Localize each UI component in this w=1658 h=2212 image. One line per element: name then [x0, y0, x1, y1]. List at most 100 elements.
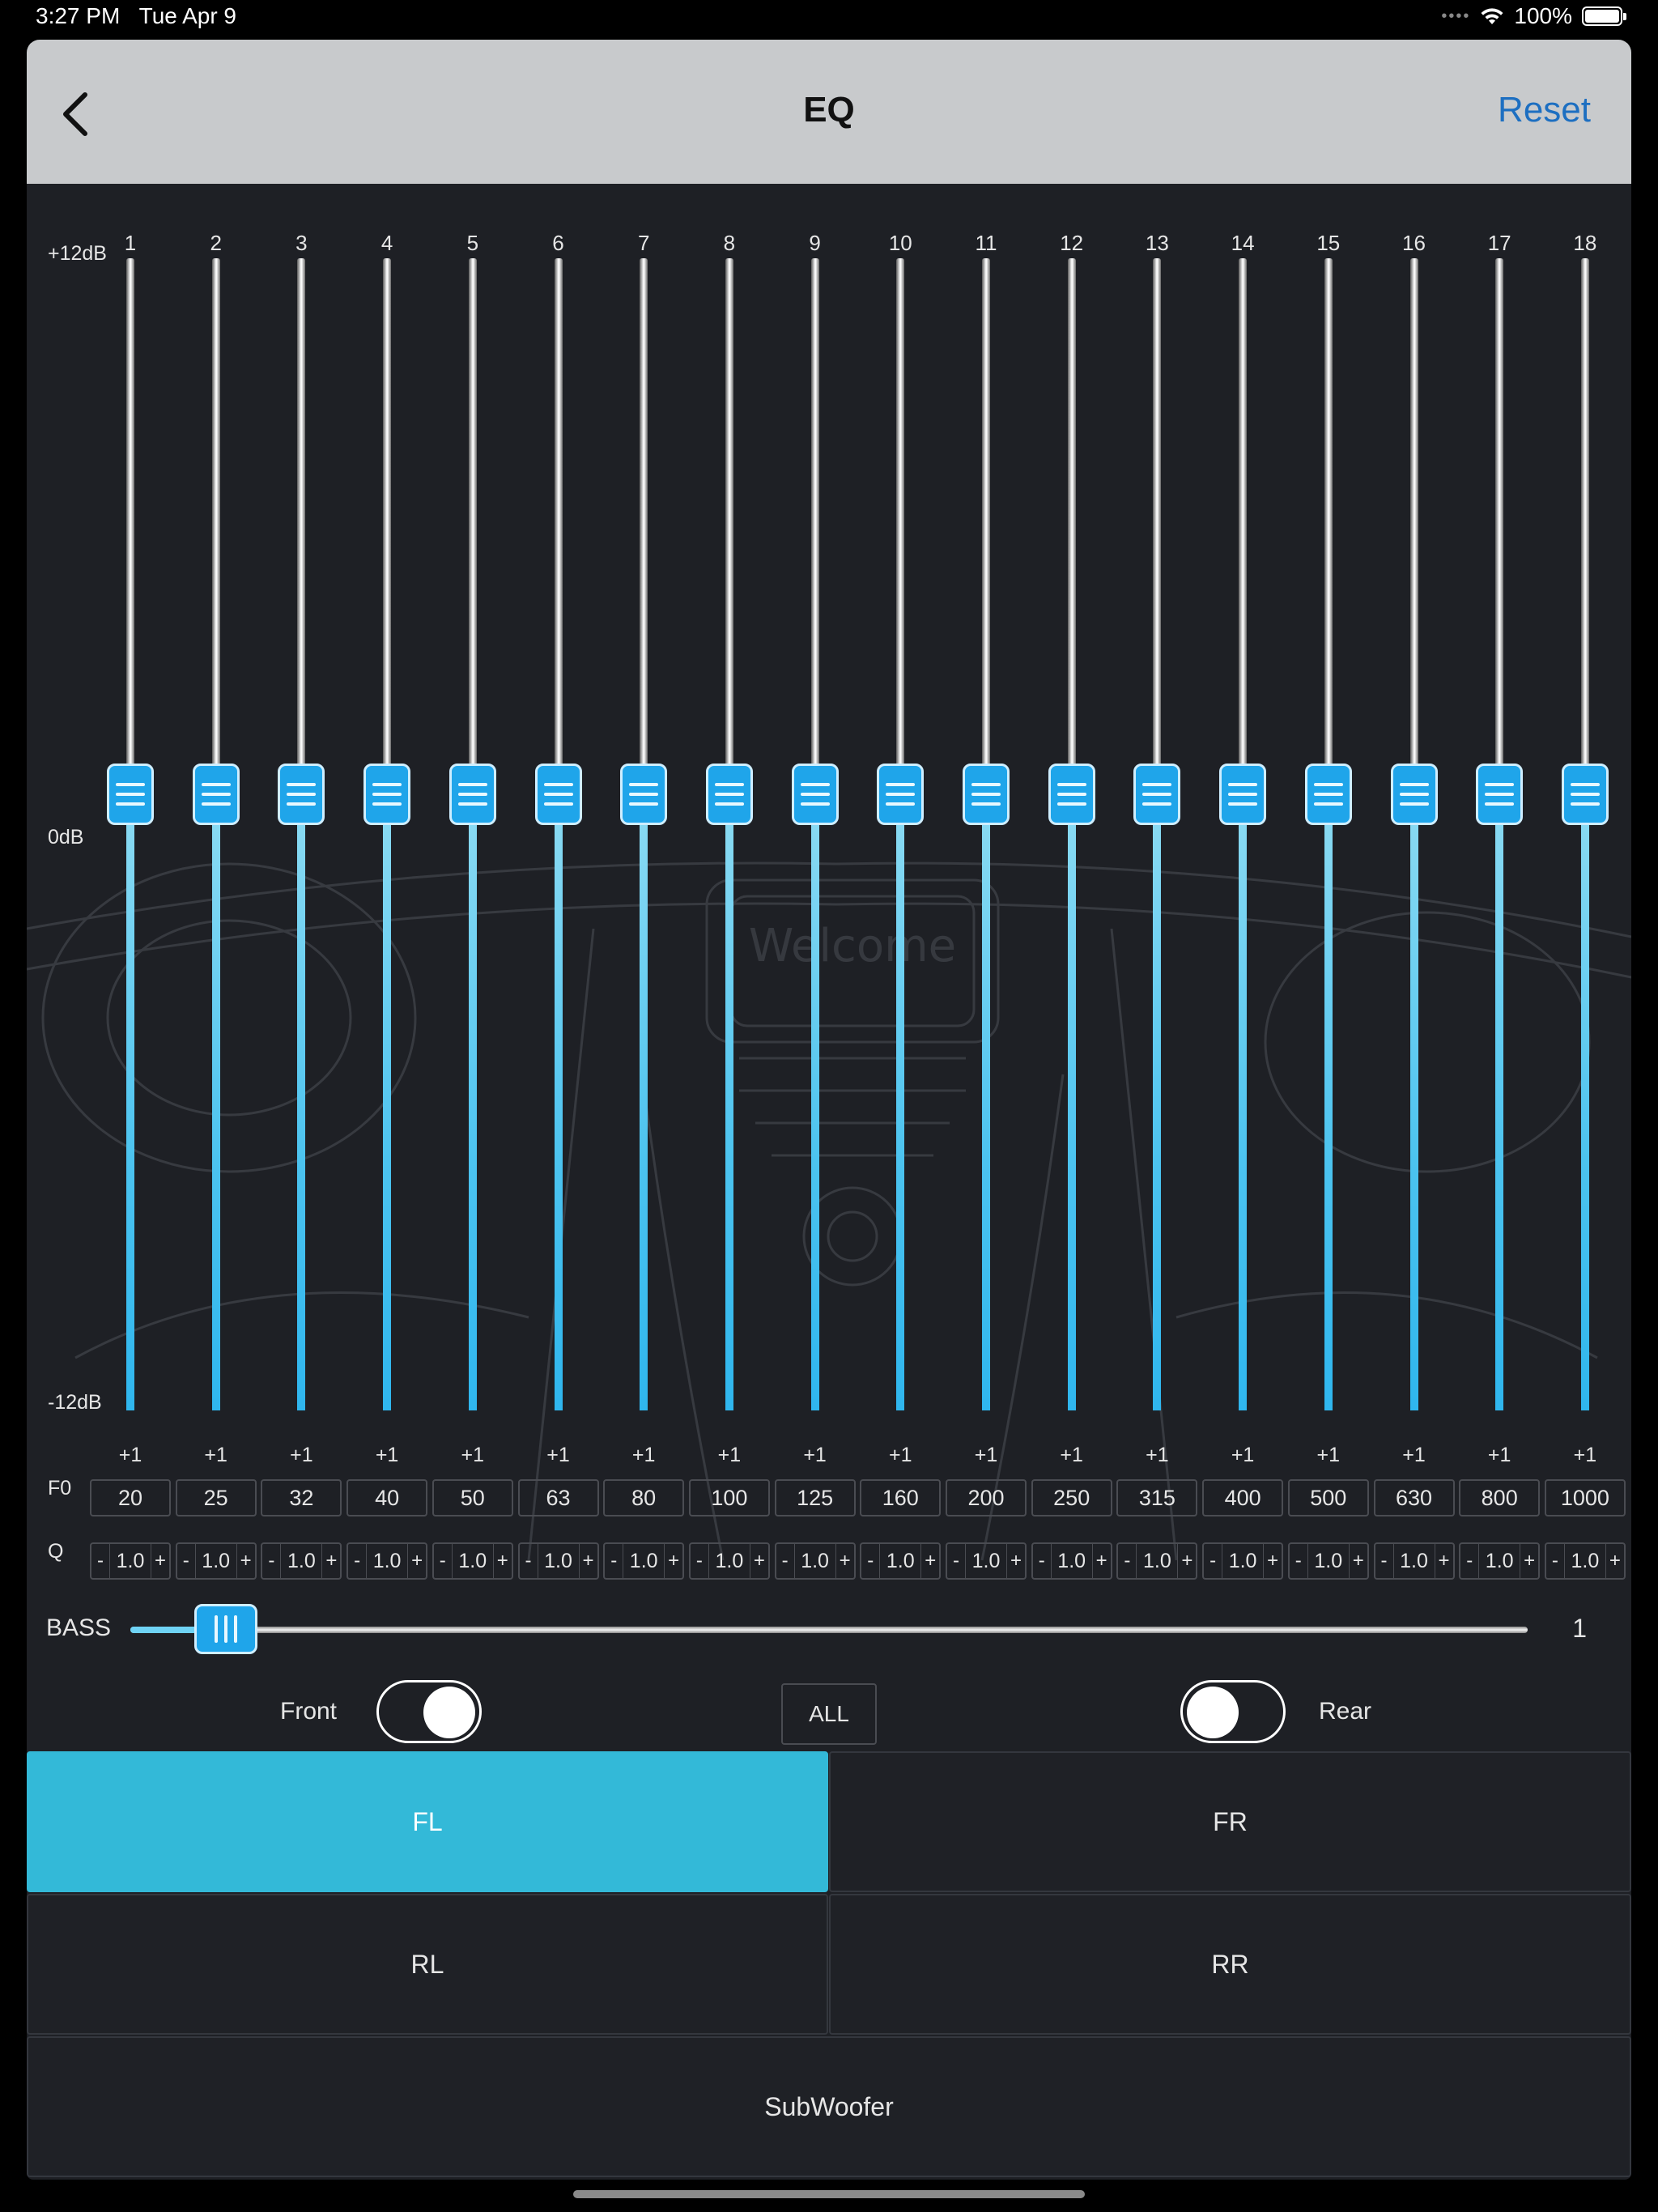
- bass-slider-thumb[interactable]: [194, 1604, 257, 1654]
- band-slider-track-lower[interactable]: [982, 785, 990, 1410]
- q-plus-button[interactable]: +: [1609, 1550, 1621, 1572]
- band-f0-field[interactable]: 40: [346, 1479, 428, 1516]
- band-slider-track-upper[interactable]: [383, 258, 392, 785]
- band-f0-field[interactable]: 63: [517, 1479, 599, 1516]
- band-f0-field[interactable]: 32: [261, 1479, 342, 1516]
- band-slider-track-upper[interactable]: [1239, 258, 1248, 785]
- band-f0-field[interactable]: 50: [432, 1479, 513, 1516]
- q-plus-button[interactable]: +: [668, 1550, 680, 1572]
- band-f0-field[interactable]: 200: [946, 1479, 1027, 1516]
- q-minus-button[interactable]: -: [97, 1550, 104, 1572]
- reset-button[interactable]: Reset: [1498, 90, 1591, 130]
- q-plus-button[interactable]: +: [925, 1550, 937, 1572]
- rear-toggle[interactable]: [1180, 1680, 1286, 1743]
- band-slider-thumb[interactable]: [192, 764, 240, 825]
- band-slider-track-upper[interactable]: [1324, 258, 1333, 785]
- band-f0-field[interactable]: 1000: [1544, 1479, 1626, 1516]
- band-slider-track-lower[interactable]: [1153, 785, 1162, 1410]
- q-plus-button[interactable]: +: [496, 1550, 508, 1572]
- channel-rl-button[interactable]: RL: [27, 1894, 828, 2035]
- band-f0-field[interactable]: 315: [1116, 1479, 1198, 1516]
- q-minus-button[interactable]: -: [354, 1550, 361, 1572]
- q-minus-button[interactable]: -: [1295, 1550, 1302, 1572]
- band-slider-track-upper[interactable]: [211, 258, 220, 785]
- band-slider-track-upper[interactable]: [1153, 258, 1162, 785]
- band-f0-field[interactable]: 20: [90, 1479, 171, 1516]
- band-slider-track-lower[interactable]: [1324, 785, 1333, 1410]
- band-slider-thumb[interactable]: [363, 764, 411, 825]
- band-f0-field[interactable]: 500: [1287, 1479, 1369, 1516]
- band-slider-track-upper[interactable]: [1067, 258, 1076, 785]
- q-plus-button[interactable]: +: [240, 1550, 252, 1572]
- band-slider-track-upper[interactable]: [554, 258, 563, 785]
- channel-subwoofer-button[interactable]: SubWoofer: [27, 2036, 1631, 2177]
- q-minus-button[interactable]: -: [781, 1550, 789, 1572]
- band-slider-track-lower[interactable]: [211, 785, 220, 1410]
- band-slider-thumb[interactable]: [1048, 764, 1095, 825]
- band-slider-track-lower[interactable]: [126, 785, 134, 1410]
- band-slider-track-lower[interactable]: [383, 785, 392, 1410]
- q-minus-button[interactable]: -: [1209, 1550, 1217, 1572]
- band-slider-track-lower[interactable]: [1067, 785, 1076, 1410]
- q-minus-button[interactable]: -: [439, 1550, 446, 1572]
- q-minus-button[interactable]: -: [1038, 1550, 1045, 1572]
- q-minus-button[interactable]: -: [268, 1550, 275, 1572]
- band-slider-track-upper[interactable]: [896, 258, 905, 785]
- band-slider-thumb[interactable]: [1219, 764, 1267, 825]
- band-f0-field[interactable]: 25: [175, 1479, 257, 1516]
- channel-fl-button[interactable]: FL: [27, 1751, 828, 1892]
- band-f0-field[interactable]: 400: [1202, 1479, 1284, 1516]
- band-slider-track-lower[interactable]: [896, 785, 905, 1410]
- channel-rr-button[interactable]: RR: [829, 1894, 1631, 2035]
- front-toggle[interactable]: [376, 1680, 482, 1743]
- back-chevron-icon[interactable]: [46, 82, 111, 147]
- band-slider-thumb[interactable]: [278, 764, 325, 825]
- q-plus-button[interactable]: +: [839, 1550, 851, 1572]
- band-f0-field[interactable]: 160: [860, 1479, 942, 1516]
- band-slider-track-upper[interactable]: [640, 258, 648, 785]
- band-f0-field[interactable]: 80: [603, 1479, 685, 1516]
- q-plus-button[interactable]: +: [1181, 1550, 1193, 1572]
- q-minus-button[interactable]: -: [182, 1550, 189, 1572]
- band-slider-thumb[interactable]: [1304, 764, 1352, 825]
- band-f0-field[interactable]: 800: [1459, 1479, 1541, 1516]
- band-slider-track-lower[interactable]: [297, 785, 306, 1410]
- band-slider-track-lower[interactable]: [725, 785, 733, 1410]
- band-slider-track-lower[interactable]: [640, 785, 648, 1410]
- q-minus-button[interactable]: -: [1466, 1550, 1473, 1572]
- band-slider-thumb[interactable]: [1561, 764, 1609, 825]
- band-slider-track-lower[interactable]: [1495, 785, 1504, 1410]
- q-plus-button[interactable]: +: [1524, 1550, 1536, 1572]
- band-slider-thumb[interactable]: [877, 764, 925, 825]
- band-f0-field[interactable]: 630: [1373, 1479, 1455, 1516]
- q-minus-button[interactable]: -: [695, 1550, 703, 1572]
- q-plus-button[interactable]: +: [154, 1550, 166, 1572]
- q-minus-button[interactable]: -: [610, 1550, 618, 1572]
- q-plus-button[interactable]: +: [582, 1550, 594, 1572]
- q-minus-button[interactable]: -: [1380, 1550, 1388, 1572]
- band-f0-field[interactable]: 250: [1031, 1479, 1112, 1516]
- q-plus-button[interactable]: +: [1438, 1550, 1450, 1572]
- band-slider-track-upper[interactable]: [126, 258, 134, 785]
- band-slider-thumb[interactable]: [534, 764, 582, 825]
- band-slider-thumb[interactable]: [1133, 764, 1181, 825]
- band-slider-thumb[interactable]: [791, 764, 839, 825]
- q-minus-button[interactable]: -: [867, 1550, 874, 1572]
- band-slider-track-upper[interactable]: [1495, 258, 1504, 785]
- bass-slider-track[interactable]: [130, 1627, 1528, 1633]
- band-slider-thumb[interactable]: [1390, 764, 1438, 825]
- q-minus-button[interactable]: -: [953, 1550, 959, 1572]
- band-slider-thumb[interactable]: [1476, 764, 1524, 825]
- q-plus-button[interactable]: +: [1352, 1550, 1364, 1572]
- q-minus-button[interactable]: -: [1551, 1550, 1558, 1572]
- home-indicator[interactable]: [573, 2190, 1085, 2198]
- q-minus-button[interactable]: -: [525, 1550, 532, 1572]
- band-slider-track-lower[interactable]: [1580, 785, 1589, 1410]
- band-slider-track-lower[interactable]: [1239, 785, 1248, 1410]
- band-slider-thumb[interactable]: [620, 764, 668, 825]
- q-plus-button[interactable]: +: [753, 1550, 765, 1572]
- q-plus-button[interactable]: +: [1010, 1550, 1022, 1572]
- band-slider-track-upper[interactable]: [725, 258, 733, 785]
- q-plus-button[interactable]: +: [1267, 1550, 1279, 1572]
- band-slider-track-upper[interactable]: [982, 258, 990, 785]
